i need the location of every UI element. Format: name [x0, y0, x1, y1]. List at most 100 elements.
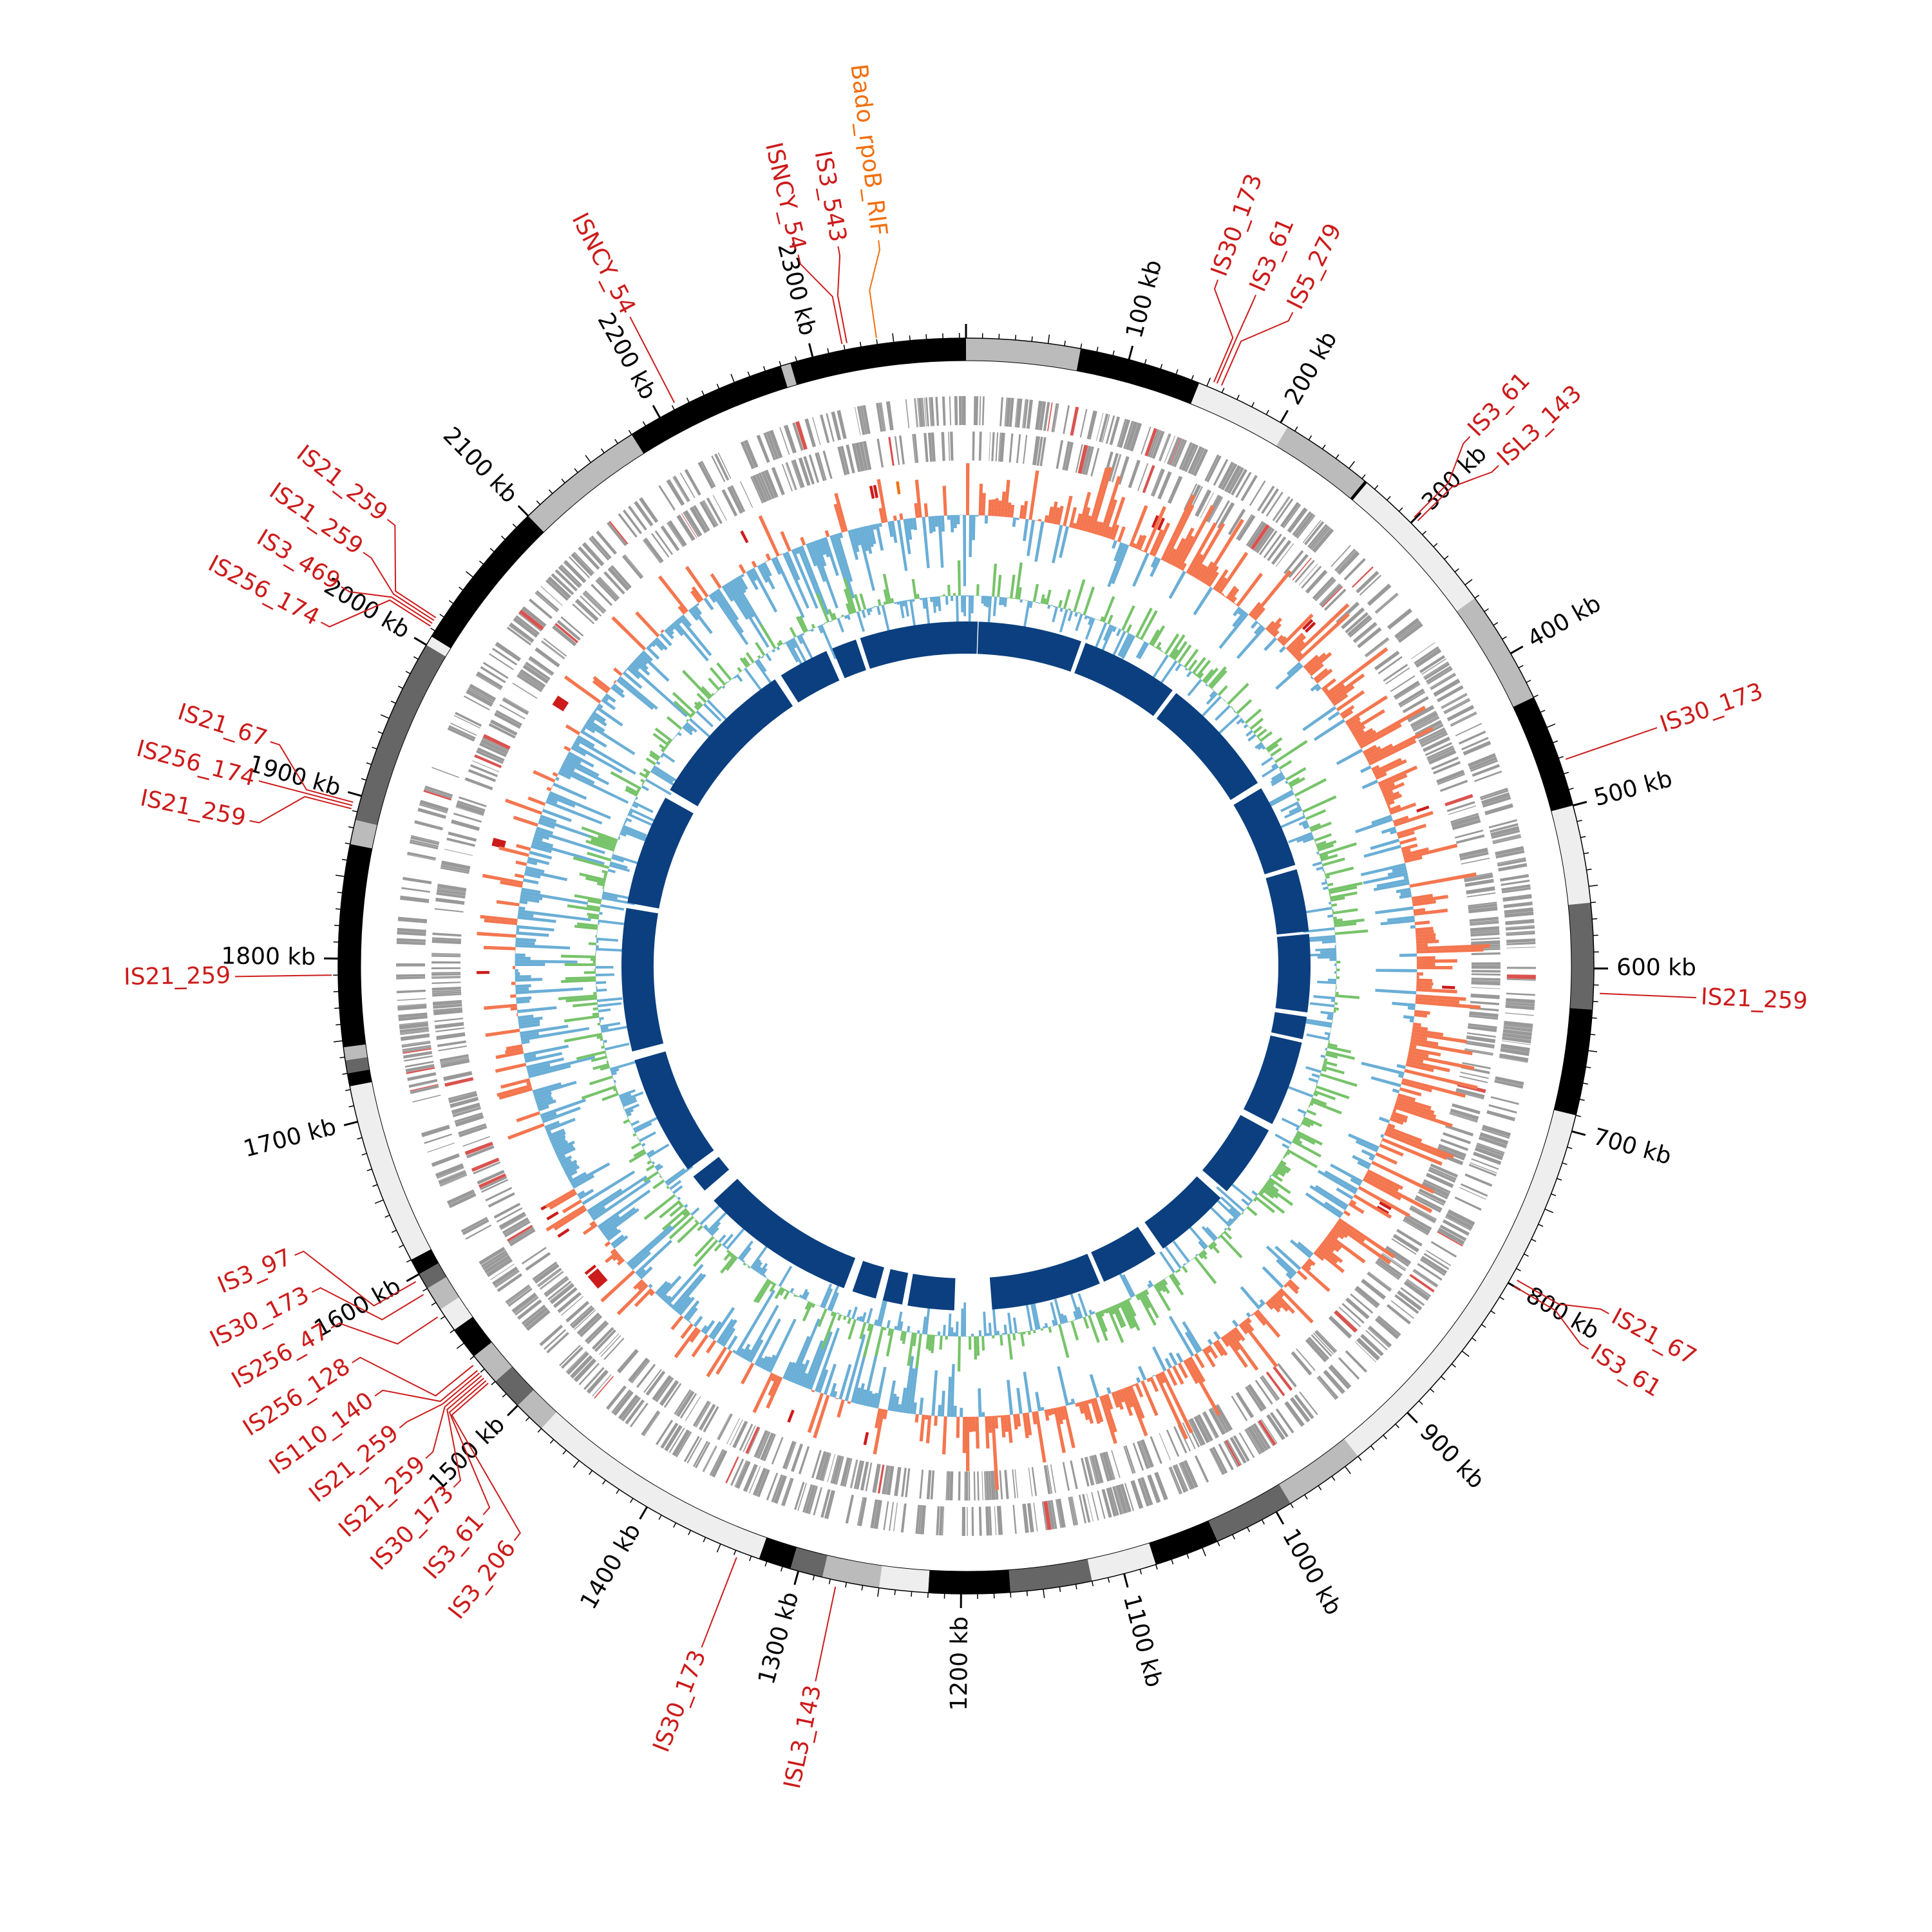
gc-skew-bar [837, 1399, 845, 1418]
gc-content-bar [646, 1150, 655, 1156]
gene [1464, 1049, 1493, 1056]
gc-content-bar [992, 1308, 998, 1336]
gene [458, 1123, 487, 1135]
gc-content-bar [1063, 589, 1072, 610]
gc-skew-bar [724, 583, 749, 620]
gc-skew-bar [1309, 1184, 1347, 1211]
gc-content-bar [1334, 963, 1337, 966]
gene [405, 1064, 435, 1073]
is-element-label: IS21_259 [138, 785, 248, 832]
gc-content-bar [1285, 781, 1289, 784]
gc-content-bar [1329, 891, 1358, 900]
gc-skew-bar [671, 1273, 703, 1310]
gene [973, 396, 979, 426]
gc-content-bar [1295, 1133, 1316, 1145]
gene [1498, 863, 1528, 872]
gc-content-bar [666, 1186, 670, 1189]
gc-content-bar [1302, 813, 1305, 816]
gene [1101, 1488, 1112, 1518]
gene [1147, 1474, 1161, 1503]
gene [641, 1410, 660, 1436]
tick-mark [1236, 394, 1240, 400]
gene [1214, 500, 1230, 527]
gene [883, 1501, 889, 1530]
gene [1124, 1445, 1136, 1473]
gc-skew-bar [510, 994, 516, 998]
gene [840, 446, 850, 475]
gene [1224, 465, 1242, 493]
gc-skew-bar [1355, 817, 1394, 833]
gc-content-bar [747, 1265, 751, 1269]
gc-content-bar [1094, 622, 1108, 650]
gc-content-bar [603, 1039, 607, 1043]
gc-skew-bar [555, 1144, 574, 1155]
karyotype-band [878, 1565, 930, 1593]
gc-skew-bar [1384, 1132, 1448, 1160]
gc-skew-bar [1385, 793, 1403, 803]
gene [920, 1505, 926, 1535]
gc-content-bar [683, 1204, 688, 1209]
gene [553, 1287, 578, 1309]
gc-content-bar [1321, 881, 1328, 886]
tick-mark [630, 1498, 634, 1503]
gc-content-bar [1077, 612, 1081, 614]
gc-skew-bar [988, 1416, 992, 1434]
gc-content-bar [660, 754, 664, 758]
gene [1490, 823, 1519, 833]
gene [876, 439, 884, 468]
gc-content-bar [1088, 1314, 1100, 1343]
gene [1506, 931, 1535, 934]
gc-content-bar [1318, 1077, 1320, 1081]
gc-skew-bar [666, 626, 675, 635]
tick-mark [1335, 454, 1340, 459]
gc-skew-bar [1236, 626, 1266, 659]
gc-skew-bar [909, 518, 914, 530]
gene [464, 1141, 493, 1155]
gene [1430, 1163, 1459, 1178]
tick-mark [703, 1537, 706, 1542]
gc-content-bar [1208, 666, 1227, 688]
gc-content-bar [815, 592, 830, 623]
gc-content-bar [710, 1227, 719, 1236]
gc-content-bar [645, 772, 650, 777]
gc-content-bar [1324, 866, 1354, 876]
tick-mark [1590, 1034, 1596, 1036]
gene [1227, 467, 1244, 494]
gene [438, 1170, 466, 1182]
tick-mark [1290, 1503, 1294, 1508]
gene [1468, 753, 1497, 768]
gc-content-bar [1245, 730, 1253, 737]
gc-skew-bar [637, 1281, 647, 1291]
gc-content-bar [1302, 795, 1337, 813]
gc-skew-bar [866, 525, 874, 547]
gene [1506, 992, 1535, 996]
gene [462, 1136, 491, 1147]
gene [979, 396, 981, 426]
gene [1141, 1439, 1154, 1468]
gc-content-bar [1052, 1320, 1056, 1327]
gene [795, 421, 808, 450]
gc-skew-bar [1397, 1093, 1416, 1102]
gene [1046, 1464, 1053, 1494]
gene [663, 1383, 682, 1408]
gc-content-bar [1114, 1304, 1126, 1327]
gene [996, 1506, 1003, 1535]
gc-content-bar [1267, 1179, 1275, 1186]
gene [1471, 980, 1501, 986]
gene [1455, 1091, 1484, 1100]
gene [543, 638, 567, 657]
tick-mark [466, 571, 473, 578]
gene [942, 396, 946, 426]
gc-skew-bar [639, 652, 670, 682]
gc-content-bar [1157, 647, 1162, 651]
gc-skew-bar [1276, 634, 1284, 642]
gc-content-bar [883, 1327, 887, 1331]
gc-skew-bar [1204, 565, 1219, 585]
gc-skew-bar [1361, 779, 1378, 790]
gene [583, 592, 605, 614]
gc-content-bar [592, 960, 596, 963]
gc-skew-bar [1044, 515, 1049, 523]
gc-skew-bar [808, 542, 826, 582]
gc-content-bar [1043, 598, 1047, 605]
gc-skew-bar [595, 706, 623, 727]
